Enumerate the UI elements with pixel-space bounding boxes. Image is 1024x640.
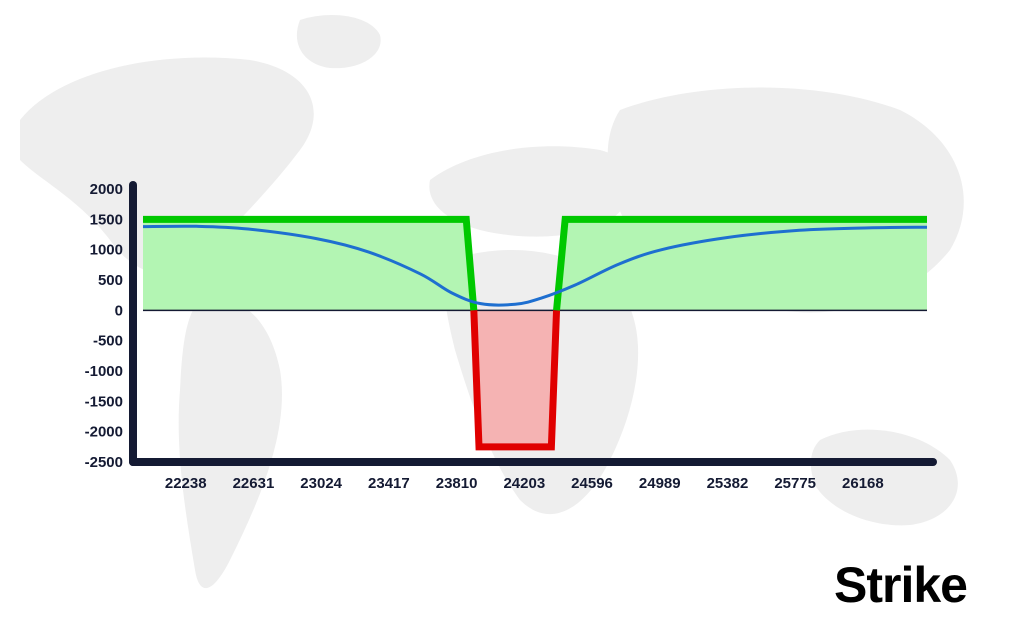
y-tick-label: 500 [98, 272, 123, 289]
y-tick-label: -1000 [85, 363, 123, 380]
payoff-segment-profit-right [553, 215, 927, 311]
y-tick-label: -2000 [85, 424, 123, 441]
x-tick-label: 23810 [436, 475, 478, 492]
payoff-segment-loss [470, 310, 561, 451]
map-landmass [20, 57, 314, 275]
y-tick-label: 1500 [90, 211, 123, 228]
y-tick-label: -1500 [85, 393, 123, 410]
profit-region [143, 219, 927, 311]
y-tick-label: 1000 [90, 242, 123, 259]
x-tick-label: 24596 [571, 475, 613, 492]
value-curve [142, 224, 928, 307]
profit-area-right [556, 219, 927, 311]
loss-area [473, 310, 557, 447]
map-landmass [296, 15, 381, 69]
axes [129, 181, 937, 466]
y-tick-label: 2000 [90, 181, 123, 198]
x-tick-label: 23024 [300, 475, 342, 492]
x-tick-label: 25382 [707, 475, 749, 492]
x-tick-label: 24989 [639, 475, 681, 492]
profit-area-left [143, 219, 474, 311]
map-landmass [429, 146, 632, 237]
x-axis-ticks: 22238 22631 23024 23417 23810 24203 24596 24989… [165, 475, 884, 492]
map-landmass [810, 429, 958, 526]
payoff-segment-profit-left [143, 215, 478, 311]
loss-region [473, 310, 557, 447]
y-tick-label: -2500 [85, 454, 123, 471]
x-tick-label: 24203 [503, 475, 545, 492]
y-tick-label: -500 [93, 333, 123, 350]
y-axis-ticks: 2000 1500 1000 500 0 -500 -1000 -1500 -2000 -2500 [85, 181, 123, 471]
payoff-line [143, 215, 927, 451]
x-tick-label: 25775 [774, 475, 816, 492]
x-tick-label: 23417 [368, 475, 410, 492]
y-tick-label: 0 [115, 302, 123, 319]
x-tick-label: 22631 [233, 475, 275, 492]
logo-text: Strike [834, 557, 968, 613]
strike-logo: Strike [834, 557, 968, 613]
x-tick-label: 22238 [165, 475, 207, 492]
x-tick-label: 26168 [842, 475, 884, 492]
map-landmass [178, 298, 282, 589]
